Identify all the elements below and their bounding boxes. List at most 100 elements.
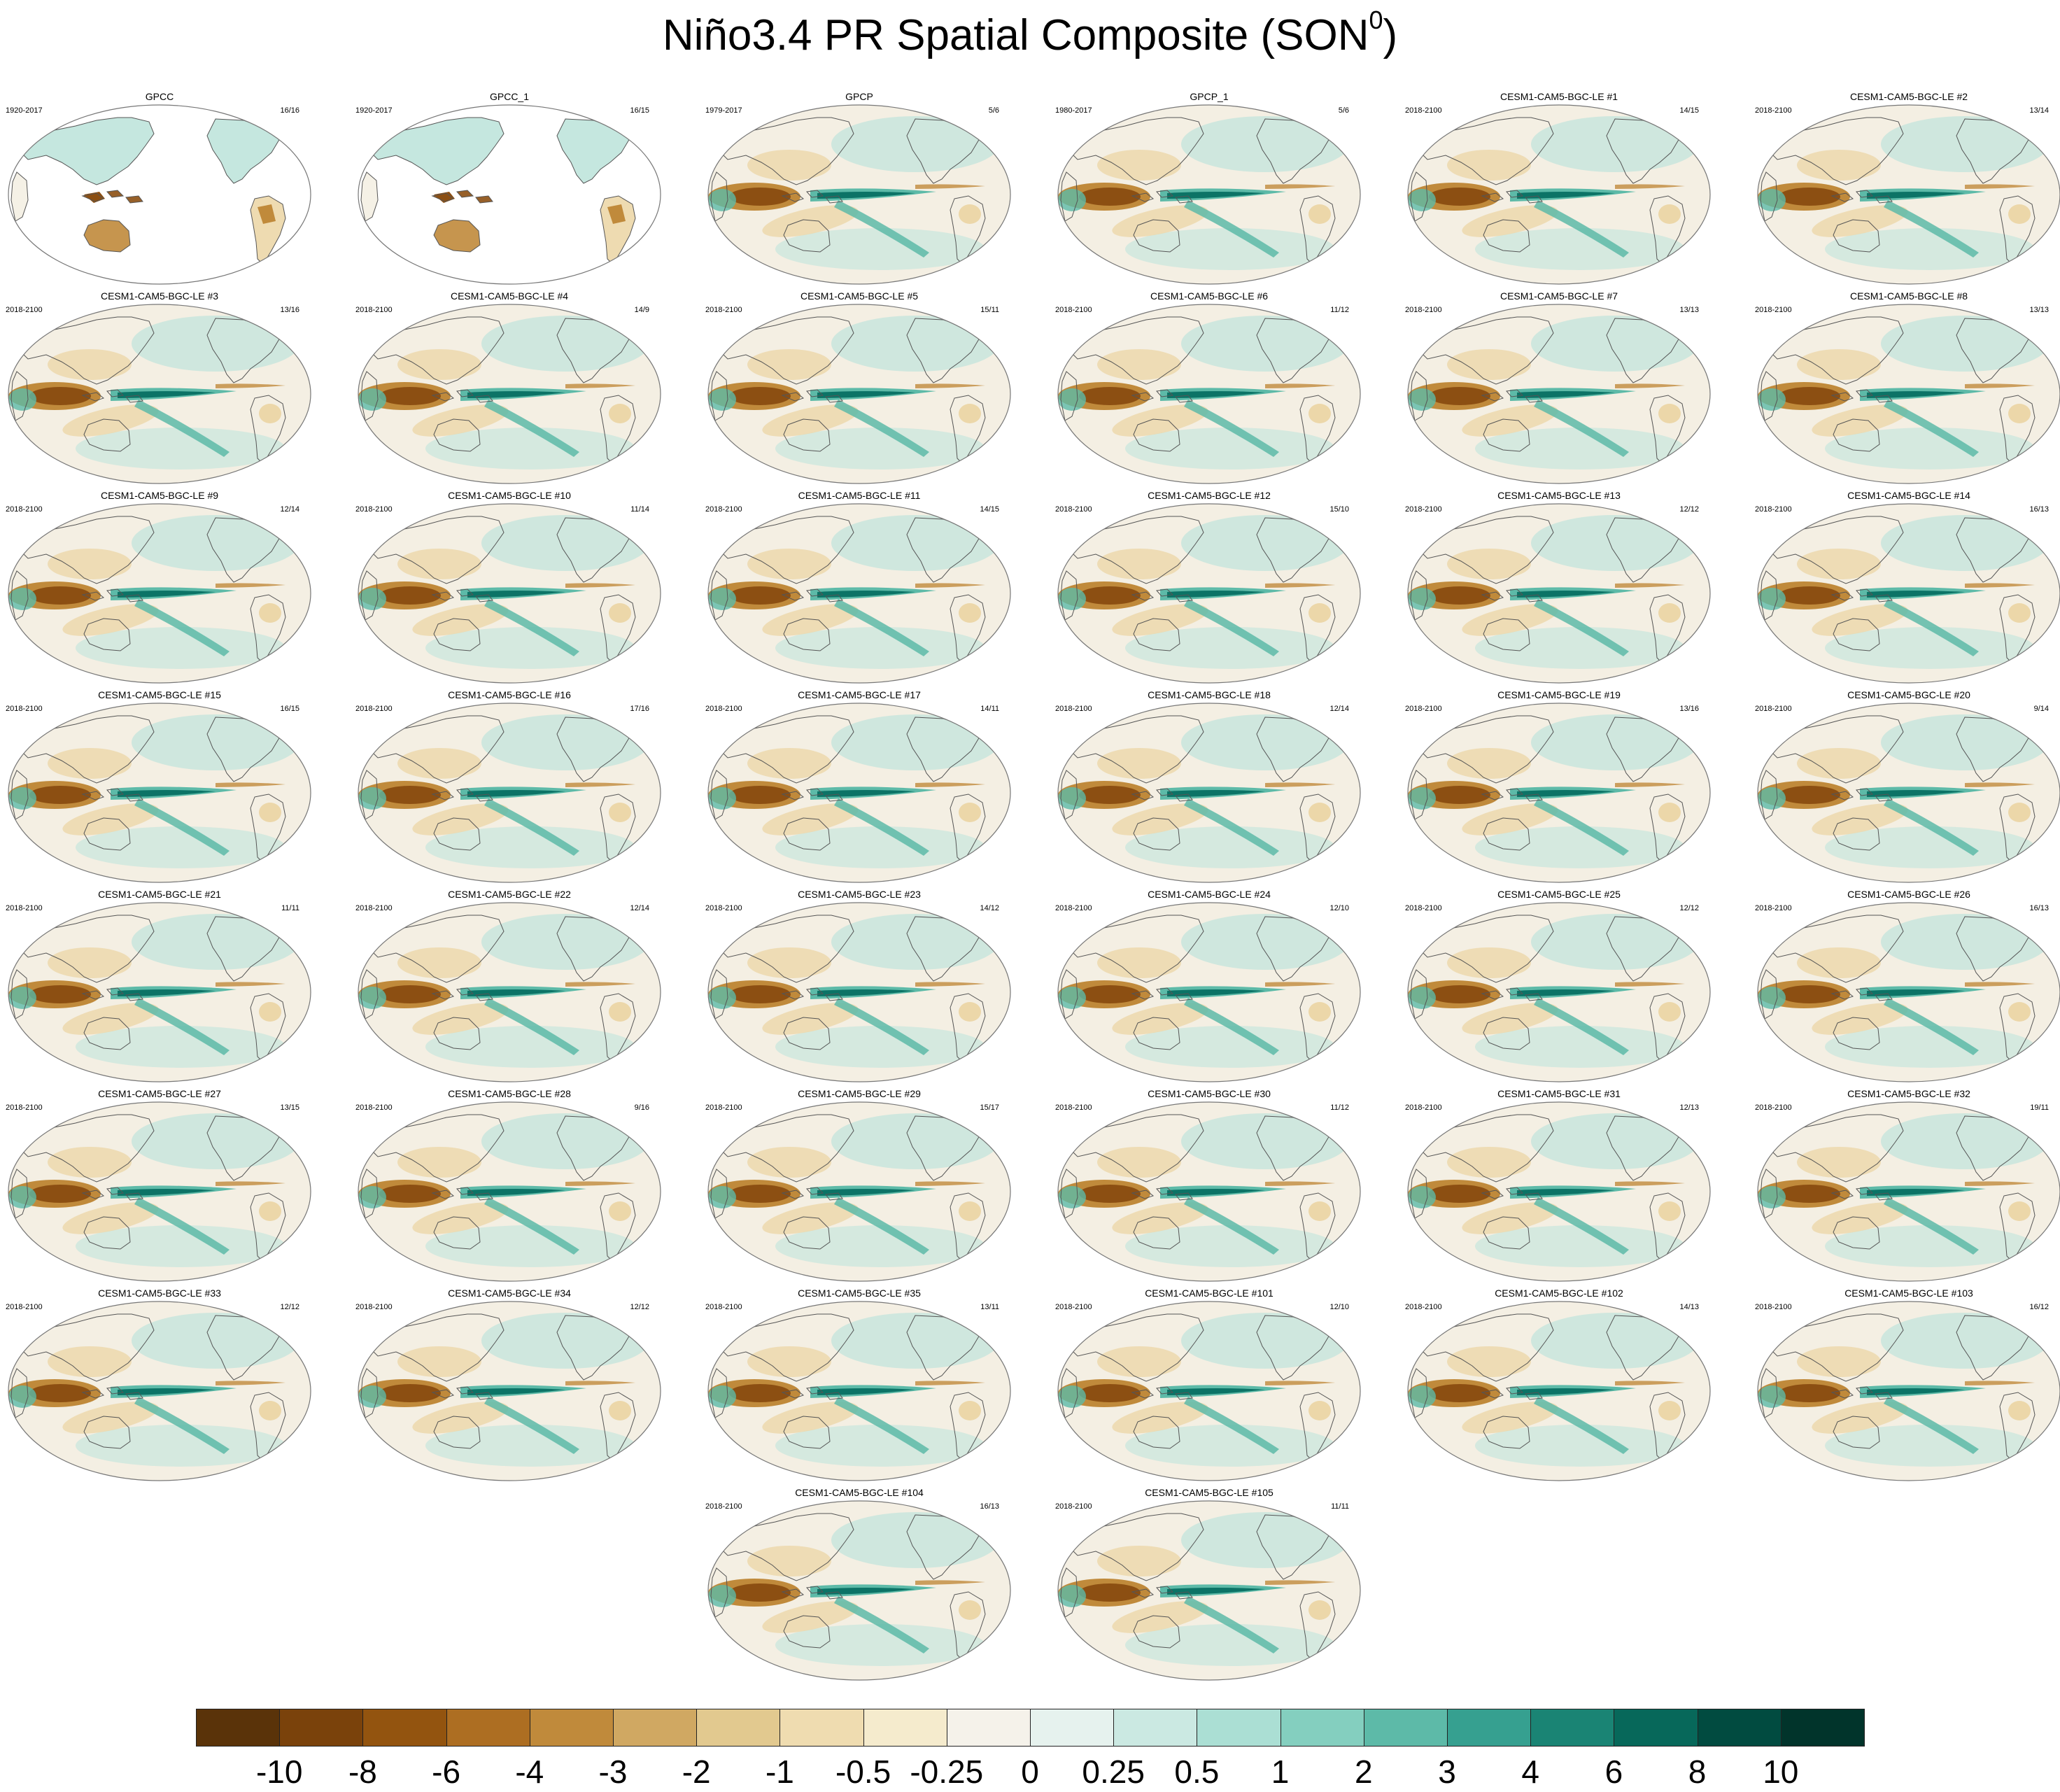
colorbar-swatch xyxy=(613,1709,698,1747)
globe-map xyxy=(8,902,311,1082)
panel-title: CESM1-CAM5-BGC-LE #29 xyxy=(798,1088,921,1099)
panel-count: 16/15 xyxy=(630,106,649,115)
panel-years: 2018-2100 xyxy=(1055,1502,1092,1511)
colorbar-swatch xyxy=(529,1709,614,1747)
globe-map xyxy=(1757,902,2060,1082)
panel-count: 13/16 xyxy=(1679,705,1699,713)
panel-title: CESM1-CAM5-BGC-LE #14 xyxy=(1847,490,1970,501)
globe-map xyxy=(358,304,661,484)
panel-title: CESM1-CAM5-BGC-LE #23 xyxy=(798,889,921,900)
globe-map xyxy=(8,1301,311,1481)
globe-map xyxy=(8,503,311,684)
panel-title: CESM1-CAM5-BGC-LE #103 xyxy=(1844,1287,1973,1299)
map-panel: GPCP_1 1980-2017 5/6 xyxy=(1055,91,1363,287)
panel-title: CESM1-CAM5-BGC-LE #6 xyxy=(1150,290,1269,302)
panel-years: 2018-2100 xyxy=(1755,1103,1792,1112)
globe-map xyxy=(1757,503,2060,684)
globe-map xyxy=(1057,1301,1361,1481)
panel-years: 2018-2100 xyxy=(1755,1303,1792,1311)
panel-count: 13/14 xyxy=(2029,106,2049,115)
panel-years: 2018-2100 xyxy=(705,904,742,912)
colorbar-label: 6 xyxy=(1604,1754,1623,1790)
panel-years: 2018-2100 xyxy=(1755,106,1792,115)
map-panel: CESM1-CAM5-BGC-LE #33 2018-2100 12/12 xyxy=(6,1287,313,1483)
panel-title: CESM1-CAM5-BGC-LE #26 xyxy=(1847,889,1970,900)
panel-count: 16/16 xyxy=(280,106,299,115)
panel-years: 2018-2100 xyxy=(1055,306,1092,314)
colorbar-swatch xyxy=(1280,1709,1364,1747)
globe-map xyxy=(707,1101,1011,1282)
panel-count: 14/15 xyxy=(1679,106,1699,115)
panel-years: 2018-2100 xyxy=(6,1103,43,1112)
colorbar-label: -0.25 xyxy=(910,1754,984,1790)
colorbar-swatch xyxy=(196,1709,281,1747)
panel-years: 2018-2100 xyxy=(1755,705,1792,713)
panel-count: 11/12 xyxy=(1330,1103,1349,1112)
map-panel: CESM1-CAM5-BGC-LE #27 2018-2100 13/15 xyxy=(6,1088,313,1284)
colorbar-swatch xyxy=(362,1709,447,1747)
panel-title: CESM1-CAM5-BGC-LE #13 xyxy=(1497,490,1621,501)
panel-count: 13/16 xyxy=(280,306,299,314)
map-panel: CESM1-CAM5-BGC-LE #11 2018-2100 14/15 xyxy=(705,490,1013,686)
panel-years: 2018-2100 xyxy=(1405,306,1442,314)
panel-title: CESM1-CAM5-BGC-LE #27 xyxy=(98,1088,221,1099)
globe-map xyxy=(358,902,661,1082)
map-panel: CESM1-CAM5-BGC-LE #101 2018-2100 12/10 xyxy=(1055,1287,1363,1483)
colorbar-swatch xyxy=(779,1709,864,1747)
panel-years: 2018-2100 xyxy=(1405,1103,1442,1112)
map-panel: CESM1-CAM5-BGC-LE #10 2018-2100 11/14 xyxy=(355,490,663,686)
panel-years: 2018-2100 xyxy=(1755,904,1792,912)
globe-map xyxy=(358,104,661,285)
colorbar-swatch xyxy=(1197,1709,1281,1747)
panel-title: GPCC xyxy=(145,91,174,102)
map-panel: CESM1-CAM5-BGC-LE #103 2018-2100 16/12 xyxy=(1755,1287,2060,1483)
panel-title: CESM1-CAM5-BGC-LE #7 xyxy=(1500,290,1618,302)
panel-count: 12/12 xyxy=(280,1303,299,1311)
colorbar-swatch xyxy=(1530,1709,1615,1747)
panel-title: CESM1-CAM5-BGC-LE #1 xyxy=(1500,91,1618,102)
panel-years: 2018-2100 xyxy=(705,705,742,713)
panel-years: 2018-2100 xyxy=(1055,904,1092,912)
map-panel: CESM1-CAM5-BGC-LE #102 2018-2100 14/13 xyxy=(1405,1287,1713,1483)
globe-map xyxy=(1757,304,2060,484)
panel-years: 1920-2017 xyxy=(6,106,43,115)
panel-years: 2018-2100 xyxy=(355,1303,393,1311)
panel-years: 2018-2100 xyxy=(6,705,43,713)
colorbar-label: -4 xyxy=(515,1754,544,1790)
figure-title: Niño3.4 PR Spatial Composite (SON0) xyxy=(662,6,1398,59)
globe-map xyxy=(1057,304,1361,484)
map-panel: CESM1-CAM5-BGC-LE #25 2018-2100 12/12 xyxy=(1405,889,1713,1085)
panel-title: CESM1-CAM5-BGC-LE #12 xyxy=(1148,490,1271,501)
panel-count: 14/13 xyxy=(1679,1303,1699,1311)
globe-map xyxy=(1757,1101,2060,1282)
map-panel: CESM1-CAM5-BGC-LE #9 2018-2100 12/14 xyxy=(6,490,313,686)
panel-title: CESM1-CAM5-BGC-LE #9 xyxy=(100,490,219,501)
colorbar-label: 8 xyxy=(1688,1754,1707,1790)
colorbar-label: 2 xyxy=(1355,1754,1373,1790)
panel-count: 16/13 xyxy=(980,1502,999,1511)
colorbar-swatch xyxy=(279,1709,364,1747)
colorbar-label: 1 xyxy=(1271,1754,1290,1790)
panel-years: 2018-2100 xyxy=(1405,505,1442,514)
map-panel: CESM1-CAM5-BGC-LE #28 2018-2100 9/16 xyxy=(355,1088,663,1284)
map-panel: CESM1-CAM5-BGC-LE #5 2018-2100 15/11 xyxy=(705,290,1013,486)
map-panel: CESM1-CAM5-BGC-LE #17 2018-2100 14/11 xyxy=(705,689,1013,885)
panel-years: 2018-2100 xyxy=(355,904,393,912)
colorbar-swatch xyxy=(1614,1709,1698,1747)
globe-map xyxy=(707,902,1011,1082)
panel-title: CESM1-CAM5-BGC-LE #33 xyxy=(98,1287,221,1299)
globe-map xyxy=(1057,1101,1361,1282)
colorbar-label: 0.25 xyxy=(1082,1754,1145,1790)
panel-title: CESM1-CAM5-BGC-LE #8 xyxy=(1849,290,1968,302)
panel-count: 12/12 xyxy=(630,1303,649,1311)
panel-count: 5/6 xyxy=(1338,106,1349,115)
panel-title: CESM1-CAM5-BGC-LE #5 xyxy=(800,290,919,302)
panel-title: CESM1-CAM5-BGC-LE #24 xyxy=(1148,889,1271,900)
panel-years: 2018-2100 xyxy=(355,505,393,514)
panel-title: CESM1-CAM5-BGC-LE #21 xyxy=(98,889,221,900)
globe-map xyxy=(707,1301,1011,1481)
panel-years: 2018-2100 xyxy=(705,505,742,514)
panel-years: 2018-2100 xyxy=(1055,1303,1092,1311)
panel-years: 2018-2100 xyxy=(355,705,393,713)
panel-title: CESM1-CAM5-BGC-LE #19 xyxy=(1497,689,1621,700)
